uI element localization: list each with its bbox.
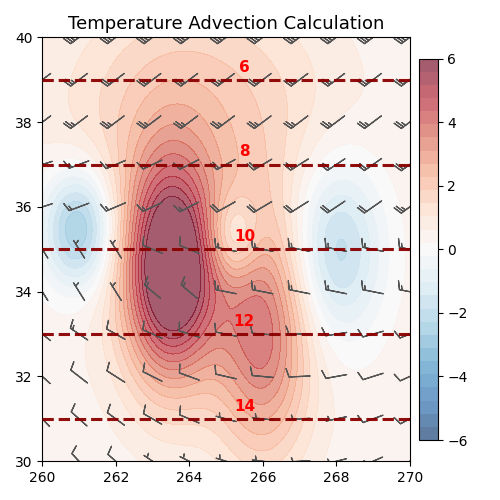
Text: 8: 8 bbox=[239, 144, 250, 160]
Text: 6: 6 bbox=[239, 60, 250, 74]
Text: 10: 10 bbox=[234, 229, 255, 244]
Title: Temperature Advection Calculation: Temperature Advection Calculation bbox=[68, 15, 384, 33]
Text: 12: 12 bbox=[234, 314, 255, 329]
Text: 14: 14 bbox=[234, 399, 255, 414]
